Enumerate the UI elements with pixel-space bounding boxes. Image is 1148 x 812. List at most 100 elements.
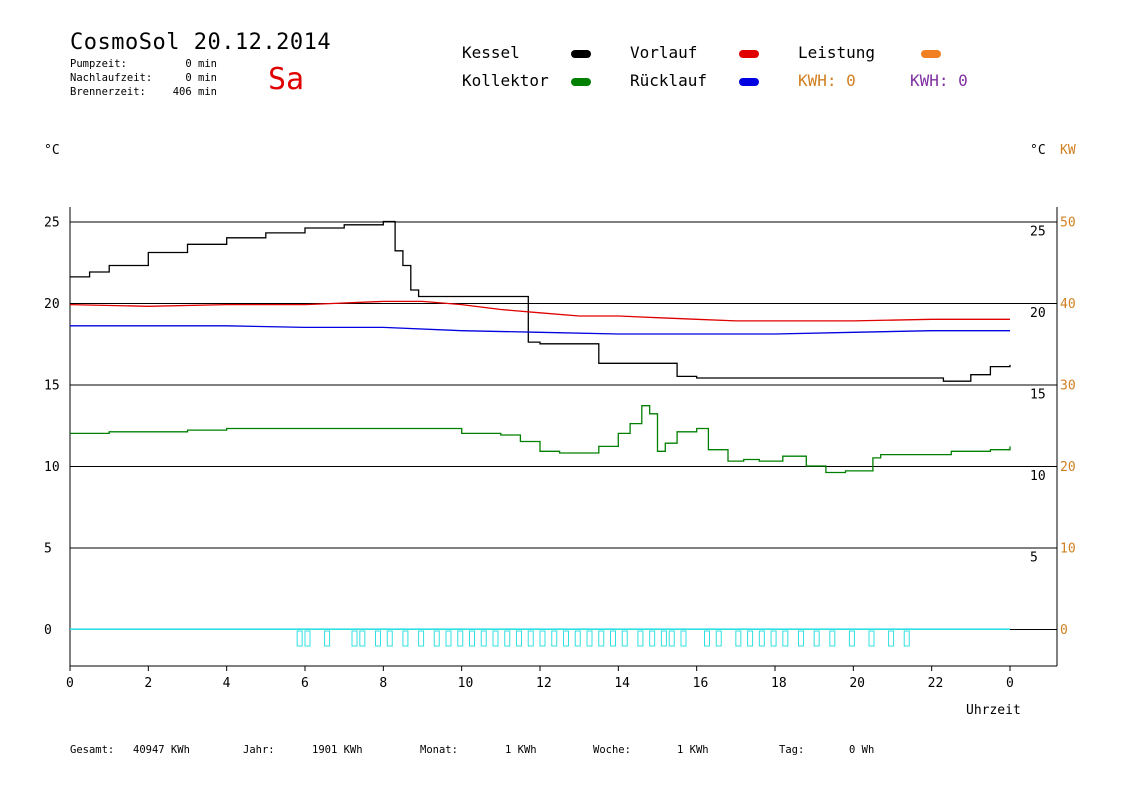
series-vorlauf	[69, 300, 1010, 322]
legend-vorlauf-label: Vorlauf	[630, 43, 698, 62]
legend-kessel-swatch	[571, 50, 591, 58]
x-tick-label-3: 6	[301, 676, 309, 691]
right-axis-unit-kw: KW	[1060, 143, 1076, 158]
pump-marker-27	[649, 630, 656, 647]
pump-marker-15	[504, 630, 511, 647]
pump-marker-38	[798, 630, 804, 647]
nachlaufzeit-value: 0 min	[185, 72, 217, 84]
brennerzeit-value: 406 min	[172, 86, 217, 98]
pump-marker-9	[433, 630, 440, 647]
monat-value: 1 KWh	[505, 744, 537, 756]
pump-marker-26	[637, 630, 644, 647]
gesamt-label: Gesamt:	[70, 744, 115, 756]
pump-marker-40	[829, 630, 836, 647]
pump-marker-23	[598, 630, 605, 647]
pump-marker-43	[888, 630, 895, 647]
x-tick-label-9: 18	[771, 676, 787, 691]
woche-label: Woche:	[593, 744, 631, 756]
pump-marker-32	[715, 630, 722, 647]
x-tick-label-0: 0	[66, 676, 74, 691]
y-tick-right-c-20: 20	[1030, 306, 1046, 321]
pump-marker-3	[351, 630, 358, 647]
pump-marker-41	[848, 630, 855, 647]
x-tick-label-2: 4	[223, 676, 231, 691]
pump-marker-18	[539, 630, 546, 647]
y-tick-right-c-10: 10	[1030, 469, 1046, 484]
pump-marker-34	[747, 630, 754, 647]
y-tick-right-kw-50: 50	[1060, 216, 1076, 231]
legend-kessel-label: Kessel	[462, 43, 520, 62]
y-tick-right-kw-40: 40	[1060, 297, 1076, 312]
legend-vorlauf-swatch	[739, 50, 759, 58]
legend-ruecklauf-swatch	[739, 78, 759, 86]
pump-marker-0	[296, 630, 303, 647]
jahr-label: Jahr:	[243, 744, 275, 756]
series-kollektor	[70, 405, 1011, 474]
pump-marker-33	[735, 630, 742, 647]
tag-label: Tag:	[779, 744, 805, 756]
x-tick-label-10: 20	[849, 676, 865, 691]
x-tick-label-5: 10	[458, 676, 474, 691]
nachlaufzeit-label: Nachlaufzeit:	[70, 72, 153, 84]
pump-marker-29	[668, 630, 675, 647]
pump-marker-17	[527, 630, 534, 647]
pump-marker-2	[324, 630, 331, 647]
y-tick-left-20: 20	[44, 297, 60, 312]
y-tick-right-kw-0: 0	[1060, 623, 1068, 638]
x-tick-label-4: 8	[379, 676, 387, 691]
pump-marker-16	[516, 630, 522, 647]
pump-marker-39	[813, 630, 820, 647]
x-tick-label-6: 12	[536, 676, 552, 691]
pump-marker-4	[359, 630, 366, 647]
legend-leistung-swatch	[921, 50, 941, 58]
pump-marker-20	[563, 630, 569, 647]
x-axis-label: Uhrzeit	[966, 703, 1021, 718]
x-tick-label-12: 0	[1006, 676, 1014, 691]
y-tick-left-25: 25	[44, 216, 60, 231]
pumpzeit-label: Pumpzeit:	[70, 58, 127, 70]
pump-marker-5	[375, 630, 381, 647]
pump-marker-6	[386, 630, 393, 647]
pump-marker-44	[903, 630, 910, 647]
pump-marker-13	[480, 630, 487, 647]
pump-marker-22	[586, 630, 593, 647]
y-tick-left-10: 10	[44, 460, 60, 475]
pump-marker-25	[621, 630, 628, 647]
legend-kollektor-label: Kollektor	[462, 71, 549, 90]
weekday-label: Sa	[268, 62, 305, 97]
pump-marker-7	[402, 630, 409, 647]
kwh-orange-label: KWH: 0	[798, 71, 856, 90]
y-tick-left-15: 15	[44, 379, 60, 394]
y-tick-right-c-5: 5	[1030, 551, 1038, 566]
pumpzeit-value: 0 min	[185, 58, 217, 70]
series-rcklauf	[70, 325, 1010, 335]
pump-marker-8	[418, 630, 425, 647]
chart-title: CosmoSol 20.12.2014	[70, 30, 332, 55]
legend-kollektor-swatch	[571, 78, 591, 86]
series-kessel	[70, 220, 1011, 382]
right-axis-unit-celsius: °C	[1030, 143, 1046, 158]
y-tick-left-0: 0	[44, 623, 52, 638]
pump-marker-36	[770, 630, 777, 647]
woche-value: 1 KWh	[677, 744, 709, 756]
pump-marker-37	[782, 630, 789, 647]
legend-leistung-label: Leistung	[798, 43, 876, 62]
jahr-value: 1901 KWh	[312, 744, 363, 756]
pump-marker-10	[445, 630, 452, 647]
monat-label: Monat:	[420, 744, 458, 756]
pump-marker-31	[704, 630, 710, 647]
brennerzeit-label: Brennerzeit:	[70, 86, 146, 98]
gesamt-value: 40947 KWh	[133, 744, 190, 756]
pump-marker-35	[758, 630, 765, 647]
y-tick-right-kw-30: 30	[1060, 379, 1076, 394]
tag-value: 0 Wh	[849, 744, 875, 756]
left-axis-unit: °C	[44, 143, 60, 158]
kwh-purple-label: KWH: 0	[910, 71, 968, 90]
pump-marker-14	[492, 630, 499, 647]
x-tick-label-1: 2	[144, 676, 152, 691]
y-tick-right-c-25: 25	[1030, 225, 1046, 240]
pump-marker-42	[868, 630, 875, 647]
pump-marker-21	[574, 630, 581, 647]
legend-ruecklauf-label: Rücklauf	[630, 71, 708, 90]
